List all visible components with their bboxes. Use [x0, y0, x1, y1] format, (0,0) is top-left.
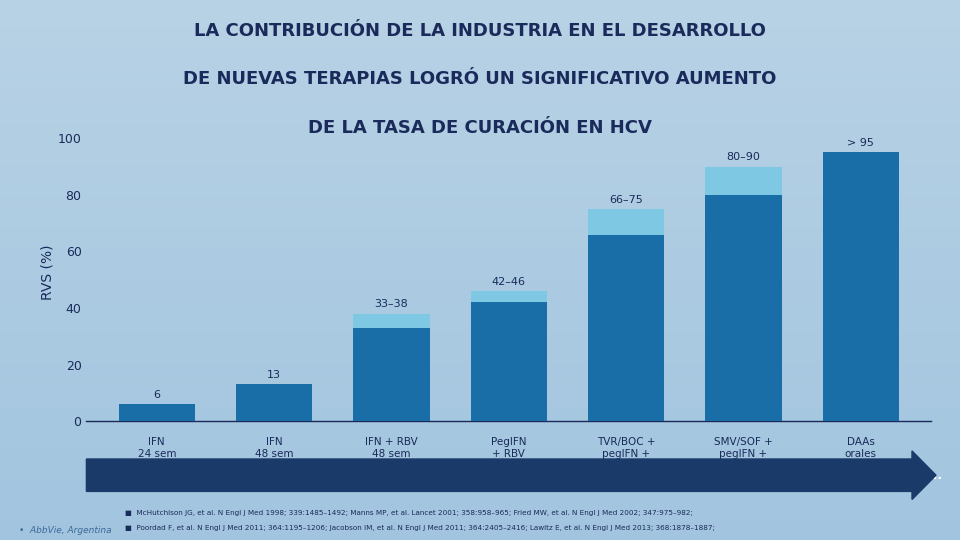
Text: > 95: > 95 — [848, 138, 875, 149]
Text: 13: 13 — [267, 370, 281, 380]
Bar — [706, 167, 781, 195]
Text: 80–90: 80–90 — [727, 152, 760, 163]
Text: 6: 6 — [154, 390, 160, 400]
Text: 2018...: 2018... — [893, 469, 943, 482]
Text: 2011: 2011 — [609, 469, 643, 482]
Text: SMV/SOF +
pegIFN +
RBV: SMV/SOF + pegIFN + RBV — [714, 437, 773, 470]
Text: 66–75: 66–75 — [610, 195, 643, 205]
Text: DAAs
orales: DAAs orales — [845, 437, 876, 459]
Bar — [470, 291, 547, 302]
Text: DE LA TASA DE CURACIÓN EN HCV: DE LA TASA DE CURACIÓN EN HCV — [308, 119, 652, 137]
Text: LA CONTRIBUCIÓN DE LA INDUSTRIA EN EL DESARROLLO: LA CONTRIBUCIÓN DE LA INDUSTRIA EN EL DE… — [194, 22, 766, 39]
Text: DE NUEVAS TERAPIAS LOGRÓ UN SIGNIFICATIVO AUMENTO: DE NUEVAS TERAPIAS LOGRÓ UN SIGNIFICATIV… — [183, 70, 777, 88]
Text: •  AbbVie, Argentina: • AbbVie, Argentina — [19, 525, 111, 535]
Y-axis label: RVS (%): RVS (%) — [41, 245, 55, 300]
Bar — [588, 234, 664, 421]
Text: 2001: 2001 — [492, 469, 526, 482]
Bar — [353, 328, 430, 421]
Bar — [823, 152, 899, 421]
Bar — [119, 404, 195, 421]
Text: ■  Poordad F, et al. N Engl J Med 2011; 364:1195–1206; Jacobson IM, et al. N Eng: ■ Poordad F, et al. N Engl J Med 2011; 3… — [125, 525, 714, 531]
Text: ■  McHutchison JG, et al. N Engl J Med 1998; 339:1485–1492; Manns MP, et al. Lan: ■ McHutchison JG, et al. N Engl J Med 19… — [125, 510, 693, 516]
Text: IFN
24 sem: IFN 24 sem — [137, 437, 176, 459]
Text: IFN + RBV
48 sem: IFN + RBV 48 sem — [365, 437, 418, 459]
Bar — [470, 302, 547, 421]
Text: 42–46: 42–46 — [492, 277, 526, 287]
Bar — [353, 314, 430, 328]
Text: 2014: 2014 — [843, 469, 878, 482]
Text: 1989: 1989 — [198, 469, 232, 482]
Text: 2013: 2013 — [726, 469, 761, 482]
Bar — [236, 384, 312, 421]
Text: PegIFN
+ RBV
48 sem: PegIFN + RBV 48 sem — [490, 437, 528, 470]
Text: TVR/BOC +
pegIFN +
RBV: TVR/BOC + pegIFN + RBV — [597, 437, 656, 470]
Text: IFN
48 sem: IFN 48 sem — [255, 437, 294, 459]
Bar — [588, 209, 664, 234]
Bar — [706, 195, 781, 421]
Text: 33–38: 33–38 — [374, 300, 408, 309]
